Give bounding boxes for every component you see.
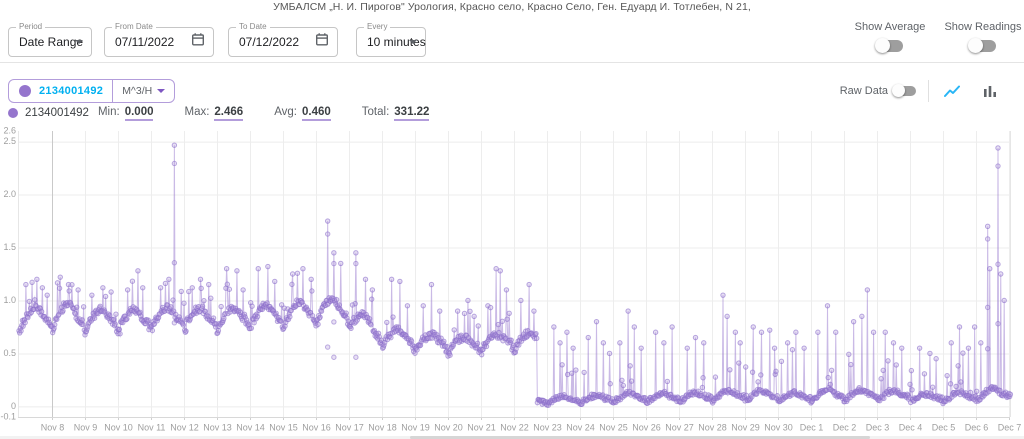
page-title: УМБАЛСМ „Н. И. Пирогов" Урология, Красно… bbox=[273, 1, 751, 13]
sensor-chip[interactable]: 2134001492 M^3/H bbox=[8, 79, 176, 103]
show-readings-control: Show Readings bbox=[936, 21, 1024, 53]
legend-sensor-id: 2134001492 bbox=[25, 107, 89, 119]
stat-min-value: 0.000 bbox=[124, 106, 154, 121]
show-readings-label: Show Readings bbox=[944, 21, 1022, 33]
horizontal-scrollbar[interactable] bbox=[0, 436, 1024, 439]
to-date-label: To Date bbox=[236, 22, 270, 31]
raw-data-toggle[interactable] bbox=[892, 84, 916, 97]
scrollbar-thumb[interactable] bbox=[409, 436, 871, 439]
show-average-label: Show Average bbox=[854, 21, 926, 33]
series-legend: 2134001492 Min: 0.000 Max: 2.466 Avg: 0.… bbox=[8, 105, 460, 121]
unit-dropdown[interactable]: M^3/H bbox=[113, 85, 174, 97]
series-color-dot bbox=[19, 85, 31, 97]
stat-total: Total: 331.22 bbox=[362, 106, 430, 121]
calendar-icon[interactable] bbox=[314, 32, 330, 53]
from-date-value: 07/11/2022 bbox=[115, 35, 175, 49]
time-series-chart[interactable] bbox=[0, 125, 1024, 439]
show-average-toggle[interactable] bbox=[875, 38, 903, 53]
period-value: Date Range bbox=[19, 35, 84, 49]
chart-toolbar: Raw Data bbox=[840, 79, 1000, 103]
show-average-control: Show Average bbox=[845, 21, 935, 53]
chip-separator bbox=[112, 80, 114, 102]
stat-max-value: 2.466 bbox=[214, 106, 244, 121]
sensor-id: 2134001492 bbox=[39, 85, 104, 97]
header-divider bbox=[0, 62, 1024, 63]
stat-min-label: Min: bbox=[97, 105, 120, 118]
to-date-value: 07/12/2022 bbox=[239, 35, 300, 49]
line-chart-icon[interactable] bbox=[942, 81, 962, 101]
unit-value: M^3/H bbox=[122, 85, 153, 97]
stat-avg: Avg: 0.460 bbox=[274, 106, 331, 121]
to-date-input[interactable]: To Date 07/12/2022 bbox=[228, 22, 338, 57]
stat-total-value: 331.22 bbox=[394, 106, 430, 121]
period-label: Period bbox=[16, 22, 46, 31]
stat-total-label: Total: bbox=[361, 105, 390, 118]
raw-data-label: Raw Data bbox=[839, 85, 888, 97]
stat-min: Min: 0.000 bbox=[98, 106, 154, 121]
chevron-down-icon bbox=[157, 89, 166, 93]
toolbar-divider bbox=[928, 80, 929, 102]
every-label: Every bbox=[364, 22, 391, 31]
stat-max: Max: 2.466 bbox=[184, 105, 244, 121]
stat-avg-value: 0.460 bbox=[302, 106, 331, 121]
bar-chart-icon[interactable] bbox=[980, 81, 1000, 101]
period-select[interactable]: Period Date Range bbox=[8, 22, 92, 57]
chevron-down-icon bbox=[409, 40, 417, 44]
show-readings-toggle[interactable] bbox=[968, 38, 996, 53]
series-color-dot bbox=[8, 108, 18, 118]
chevron-down-icon bbox=[75, 40, 83, 44]
stat-avg-label: Avg: bbox=[274, 105, 297, 118]
from-date-label: From Date bbox=[112, 22, 156, 31]
every-value: 10 minutes bbox=[367, 35, 426, 49]
stat-max-label: Max: bbox=[184, 105, 210, 118]
from-date-input[interactable]: From Date 07/11/2022 bbox=[104, 22, 214, 57]
calendar-icon[interactable] bbox=[190, 32, 206, 53]
every-interval-select[interactable]: Every 10 minutes bbox=[356, 22, 426, 57]
